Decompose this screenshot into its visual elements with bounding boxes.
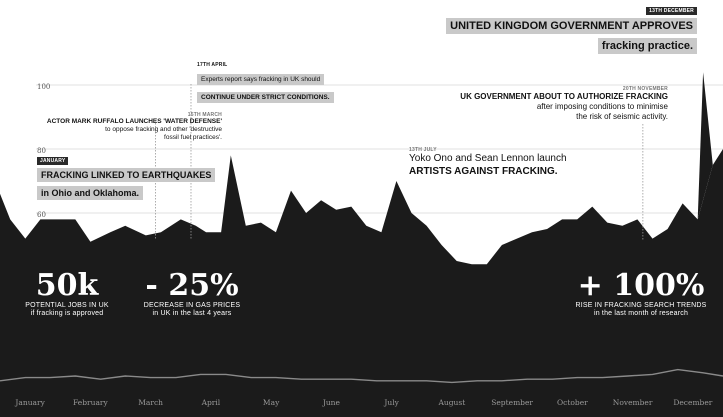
stat-value: - 25% bbox=[145, 268, 239, 303]
month-label: June bbox=[322, 398, 341, 407]
annotation-april: 17th April Experts report says fracking … bbox=[197, 62, 334, 104]
month-label: July bbox=[383, 398, 399, 407]
stat-caption-1: DECREASE IN GAS PRICES bbox=[143, 302, 241, 309]
annotation-line-2: to oppose fracking and other 'destructiv… bbox=[105, 126, 222, 134]
annotation-headline: FRACKING LINKED TO EARTHQUAKES bbox=[37, 168, 216, 182]
stat-caption-1: POTENTIAL JOBS IN UK bbox=[25, 302, 109, 309]
annotation-line-2: ARTISTS AGAINST FRACKING. bbox=[409, 165, 558, 177]
inset-trend-line bbox=[0, 368, 723, 384]
month-label: April bbox=[201, 398, 221, 407]
annotation-line-3: the risk of seismic activity. bbox=[576, 112, 668, 121]
stat-gas-prices: - 25% DECREASE IN GAS PRICES in UK in th… bbox=[132, 270, 252, 318]
inset-series-line bbox=[0, 368, 723, 384]
gridlines bbox=[36, 84, 723, 214]
month-labels: January February March April May June July Augu… bbox=[14, 398, 712, 407]
stat-value: + 100% bbox=[577, 268, 705, 303]
annotation-date: 17th April bbox=[197, 62, 228, 68]
annotation-line-1: Experts report says fracking in UK shoul… bbox=[197, 74, 325, 85]
stat-jobs: 50k POTENTIAL JOBS IN UK if fracking is … bbox=[18, 270, 116, 318]
y-tick-label: 60 bbox=[37, 211, 46, 219]
annotation-subline: fracking practice. bbox=[597, 38, 697, 54]
annotation-subline: in Ohio and Oklahoma. bbox=[37, 186, 144, 200]
main-area-series bbox=[0, 72, 723, 417]
month-label: August bbox=[438, 398, 466, 407]
area-series-path bbox=[0, 149, 723, 417]
annotation-july: 13th July Yoko Ono and Sean Lennon launc… bbox=[409, 147, 567, 178]
y-tick-label: 100 bbox=[37, 83, 50, 91]
annotation-date: 15th March bbox=[187, 112, 222, 118]
month-label: October bbox=[557, 398, 588, 407]
month-label: September bbox=[491, 398, 533, 407]
month-label: May bbox=[263, 398, 280, 407]
stat-value: 50k bbox=[35, 268, 99, 303]
annotation-headline: UNITED KINGDOM GOVERNMENT APPROVES bbox=[446, 18, 697, 34]
month-label: November bbox=[613, 398, 653, 407]
annotation-line-1: Yoko Ono and Sean Lennon launch bbox=[409, 153, 567, 164]
y-tick-labels: 60 80 100 bbox=[37, 83, 50, 219]
stat-search-trends: + 100% RISE IN FRACKING SEARCH TRENDS in… bbox=[570, 270, 712, 318]
annotation-december: 13th December UNITED KINGDOM GOVERNMENT … bbox=[446, 7, 697, 54]
annotation-date: 13th July bbox=[409, 147, 437, 153]
annotation-date: 20th November bbox=[622, 86, 668, 92]
annotation-line-1: ACTOR MARK RUFFALO LAUNCHES 'WATER DEFEN… bbox=[46, 118, 222, 125]
area-december-peak bbox=[697, 72, 713, 220]
annotation-line-2: CONTINUE UNDER STRICT CONDITIONS. bbox=[197, 92, 334, 103]
stat-caption-2: if fracking is approved bbox=[30, 310, 104, 317]
annotation-line-3: fossil fuel practices'. bbox=[164, 134, 222, 142]
month-label: December bbox=[673, 398, 712, 407]
annotation-march: 15th March ACTOR MARK RUFFALO LAUNCHES '… bbox=[47, 112, 222, 142]
month-label: January bbox=[14, 398, 45, 407]
annotation-line-2: after imposing conditions to minimise bbox=[536, 102, 668, 111]
month-label: March bbox=[138, 398, 163, 407]
annotation-date: January bbox=[37, 157, 69, 165]
annotation-november: 20th November UK GOVERNMENT ABOUT TO AUT… bbox=[460, 86, 668, 122]
stat-caption-2: in UK in the last 4 years bbox=[152, 310, 232, 317]
annotation-line-1: UK GOVERNMENT ABOUT TO AUTHORIZE FRACKIN… bbox=[460, 92, 668, 101]
stat-caption-2: in the last month of research bbox=[593, 310, 689, 317]
stat-caption-1: RISE IN FRACKING SEARCH TRENDS bbox=[575, 302, 707, 309]
annotation-date: 13th December bbox=[646, 7, 697, 15]
annotation-january: January FRACKING LINKED TO EARTHQUAKES i… bbox=[37, 157, 216, 201]
y-tick-label: 80 bbox=[37, 147, 46, 155]
month-label: February bbox=[73, 398, 109, 407]
